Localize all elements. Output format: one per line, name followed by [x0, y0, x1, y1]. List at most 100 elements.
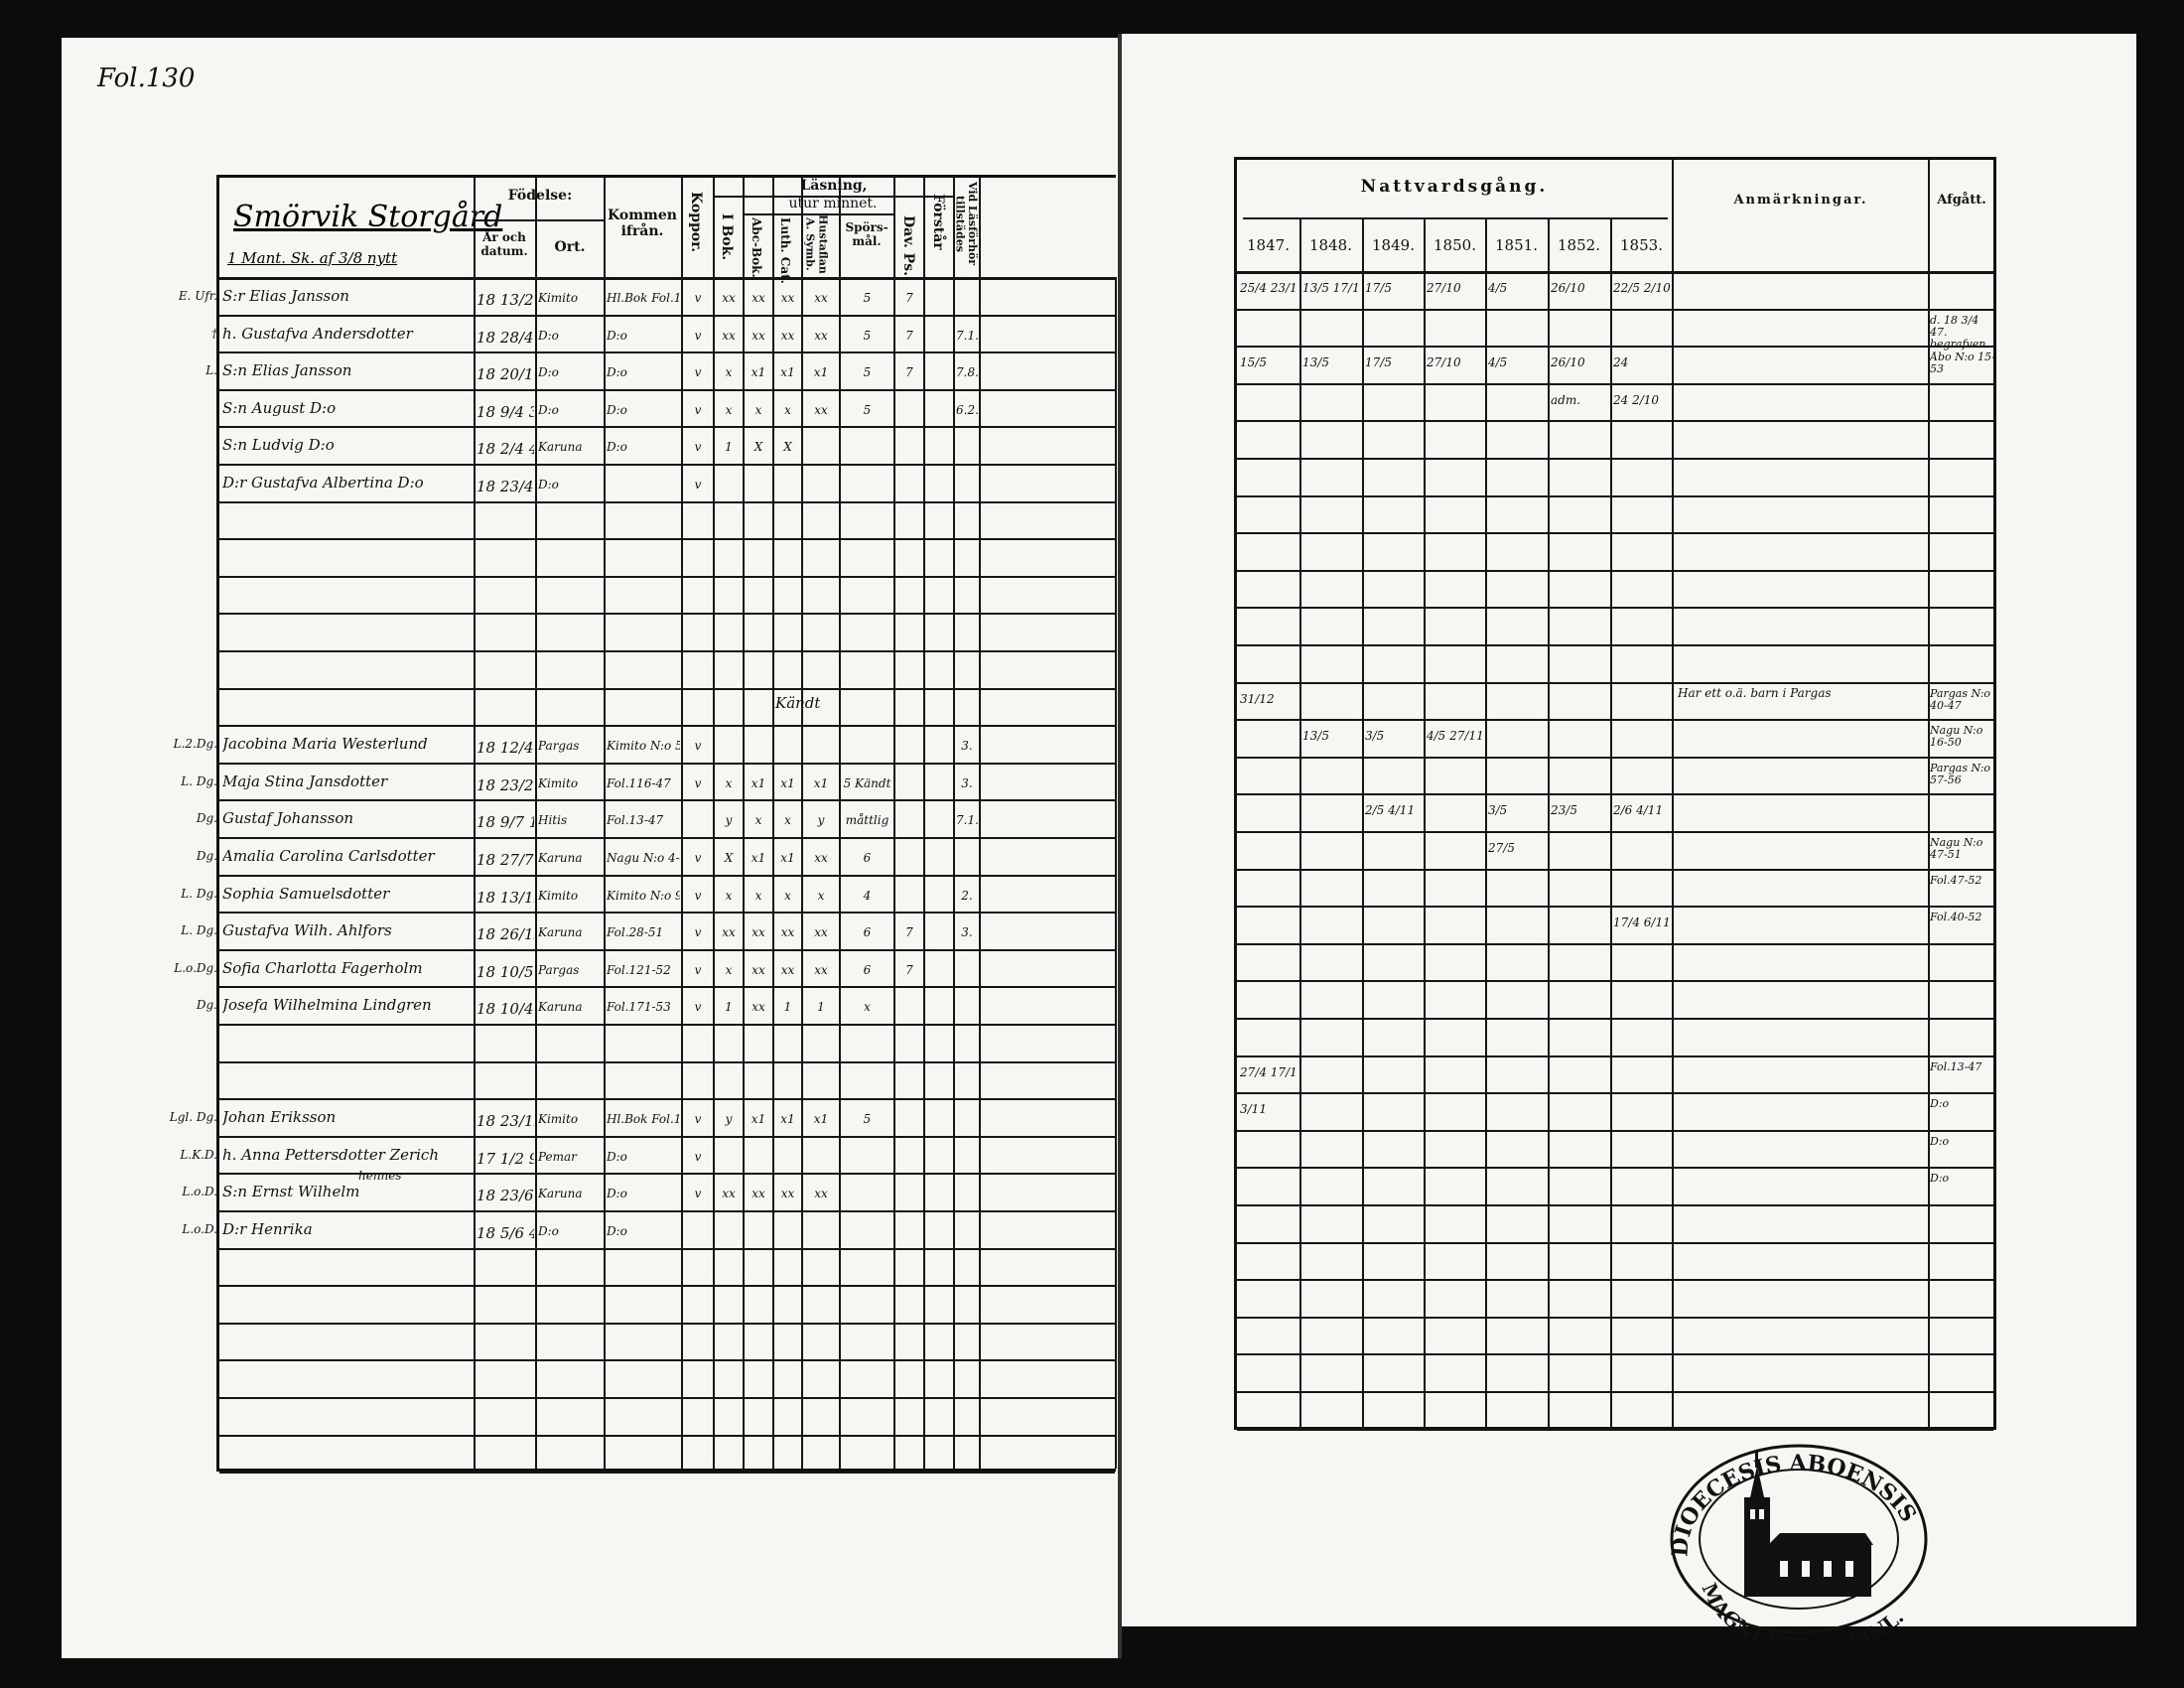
- communion-date: 27/5: [1488, 841, 1515, 855]
- row-rule: [1237, 868, 1993, 871]
- cell-date: 18 26/12 37: [477, 925, 534, 944]
- communion-date: 2/5 4/11: [1365, 803, 1416, 818]
- cell-koppor: v: [694, 851, 702, 865]
- column-divider: [839, 178, 841, 1469]
- cell-abc: x: [754, 813, 762, 828]
- row-rule: [1237, 793, 1993, 796]
- cell-luth: xx: [780, 1187, 795, 1201]
- cell-vid: 3.: [961, 775, 973, 790]
- row-rule: [219, 762, 1115, 765]
- year-column-divider: [1610, 219, 1612, 1427]
- header-bottom-rule: [1237, 271, 1993, 274]
- header-sporsmal: Spörs-mål.: [845, 220, 888, 248]
- cell-abc: xx: [751, 962, 765, 977]
- cell-ort: D:o: [538, 1224, 559, 1238]
- cell-ibok: xx: [722, 1187, 736, 1201]
- communion-date: 3/5: [1365, 729, 1385, 744]
- cell-date: 18 5/6 42: [477, 1224, 534, 1242]
- communion-date: 25/4 23/11: [1240, 281, 1297, 295]
- cell-ibok: x: [725, 365, 733, 380]
- communion-date: 17/4 6/11: [1613, 915, 1671, 930]
- cell-luth: xx: [780, 925, 795, 940]
- cell-ort: Hitis: [538, 813, 568, 828]
- cell-ort: Kimito: [538, 775, 579, 790]
- cell-date: 18 27/7 31: [477, 851, 534, 869]
- cell-spors: 5: [863, 365, 872, 380]
- communion-date: 17/5: [1365, 281, 1392, 295]
- cell-vid: 7.8.1 4.5.: [956, 365, 978, 380]
- cell-date: 18 23/6 32: [477, 1187, 534, 1205]
- column-divider: [953, 178, 955, 1469]
- folio-number: Fol.130: [97, 64, 196, 93]
- communion-date: 23/5: [1551, 803, 1577, 818]
- cell-kommen: D:o: [607, 440, 627, 455]
- row-rule: [1237, 1316, 1993, 1319]
- cell-spors: måttlig: [845, 813, 889, 828]
- cell-koppor: v: [694, 962, 702, 977]
- cell-dav: 7: [905, 291, 913, 305]
- communion-date: 13/5: [1302, 355, 1329, 370]
- year-header: 1851.: [1495, 236, 1538, 254]
- column-divider: [1928, 160, 1930, 1427]
- cell-date: 18 13/2 07: [477, 291, 534, 309]
- row-rule: [1237, 532, 1993, 535]
- header-anmarkningar: Anmärkningar.: [1733, 193, 1868, 208]
- cell-name: Johan Eriksson: [222, 1108, 337, 1127]
- cell-ibok: x: [725, 888, 733, 903]
- cell-luth: x1: [780, 365, 795, 380]
- header-ort: Ort.: [554, 239, 586, 255]
- row-rule: [219, 725, 1115, 728]
- cell-kommen: Hl.Bok Fol.130: [607, 291, 680, 305]
- header-divider: [474, 219, 604, 221]
- row-rule: [219, 314, 1115, 317]
- cell-date: 18 23/2 20: [477, 775, 534, 794]
- cell-ort: Karuna: [538, 1000, 583, 1015]
- row-rule: [1237, 831, 1993, 833]
- column-divider: [713, 178, 715, 1469]
- cell-hust: xx: [814, 291, 828, 305]
- header-vid-lasforhor: Vid Läsförhör tillstädes: [953, 181, 979, 266]
- row-rule: [219, 1060, 1115, 1063]
- column-divider: [681, 178, 683, 1469]
- cell-dav: 7: [905, 328, 913, 343]
- row-rule: [219, 687, 1115, 690]
- cell-hust: x: [817, 888, 825, 903]
- row-rule: [219, 948, 1115, 951]
- cell-hust: x1: [813, 1112, 829, 1127]
- cell-name: h. Anna Pettersdotter Zerich: [222, 1145, 439, 1164]
- communion-date: 27/10: [1427, 355, 1461, 370]
- year-header: 1848.: [1309, 236, 1352, 254]
- cell-kommen: D:o: [607, 1149, 627, 1164]
- year-header: 1847.: [1247, 236, 1290, 254]
- communion-date: 4/5 27/11: [1427, 729, 1484, 744]
- cell-abc: xx: [751, 1000, 765, 1015]
- column-divider: [772, 178, 774, 1469]
- row-rule: [219, 1472, 1115, 1475]
- departure-note: Pargas N:o 40-47: [1930, 687, 1991, 712]
- cell-vid: 3.: [961, 925, 973, 940]
- row-prefix: L.o.Dg.: [174, 960, 217, 975]
- cell-ibok: x: [725, 775, 733, 790]
- cell-kommen: Fol.13-47: [607, 813, 664, 828]
- cell-koppor: v: [694, 925, 702, 940]
- cell-ibok: xx: [722, 291, 736, 305]
- year-header: 1852.: [1558, 236, 1600, 254]
- cell-koppor: v: [694, 1149, 702, 1164]
- cell-name: S:n Elias Jansson: [222, 361, 352, 380]
- cell-kommen: Nagu N:o 4-46: [607, 851, 680, 865]
- departure-note: D:o: [1930, 1135, 1950, 1148]
- cell-kommen: D:o: [607, 328, 627, 343]
- cell-ort: Kimito: [538, 291, 579, 305]
- church-icon: [1744, 1452, 1873, 1597]
- row-rule: [1237, 906, 1993, 909]
- header-bottom-rule: [219, 277, 1115, 280]
- cell-luth: xx: [780, 291, 795, 305]
- row-rule: [1237, 1428, 1993, 1431]
- communion-date: 31/12: [1240, 691, 1275, 706]
- cell-name: D:r Henrika: [222, 1220, 313, 1238]
- column-divider: [743, 178, 745, 1469]
- cell-ort: Pargas: [538, 962, 580, 977]
- column-divider: [535, 178, 537, 1469]
- departure-note: Åbo N:o 15-53: [1930, 352, 1995, 376]
- column-divider: [923, 178, 925, 1469]
